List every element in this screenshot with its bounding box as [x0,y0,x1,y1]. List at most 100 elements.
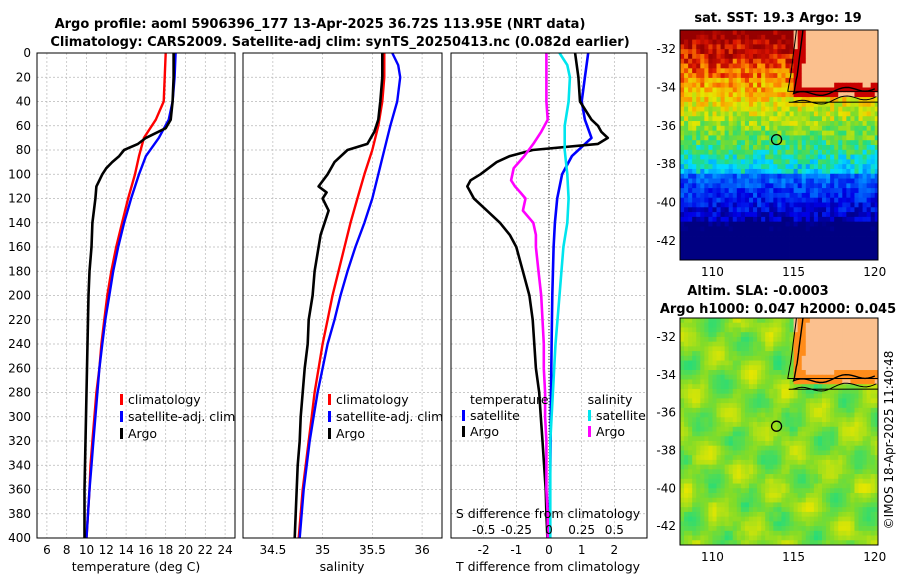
sst-map-cell [753,207,758,213]
sla-map-cell [870,540,876,545]
sst-map-cell [765,216,770,223]
sla-map-cell [761,341,766,347]
sst-map-cell [708,212,713,218]
sla-map-cell [748,417,754,423]
sla-map-cell [748,374,754,380]
sst-map-cell [757,82,762,88]
sst-map-cell [748,154,754,160]
sst-map-cell [712,192,717,199]
sla-map-cell [757,351,762,357]
sla-map-cell [850,459,855,466]
sst-map-cell [740,188,746,194]
sst-map-cell [874,183,878,189]
sst-map-cell [809,197,815,203]
sla-map-cell [777,459,782,466]
sst-map-cell [793,39,799,45]
sla-map-cell [684,403,689,409]
sla-map-cells [680,318,878,545]
sst-map-cell [842,231,847,237]
sla-map-cell [838,398,843,404]
sla-map-cell [704,407,709,413]
sla-map-cell [813,483,819,489]
sla-map-cell [830,374,835,380]
sst-map-cell [797,236,803,242]
sla-map-cell [801,492,807,499]
sst-map-frame [679,29,879,261]
sst-map-cell [720,30,726,36]
sst-map-cell [850,53,855,60]
sst-map-cell [797,226,803,232]
sst-map-cell [850,236,855,242]
sla-map-cell [854,436,859,442]
sla-map-cell [765,464,770,470]
sla-map-cell [732,370,738,376]
sla-map-cell [712,417,717,423]
sla-map-cell [797,469,803,475]
sst-map-cell [813,116,819,122]
sst-map-cell [684,34,689,40]
sst-map-cell [720,106,726,112]
sla-map-cell [846,445,851,451]
sst-map-cell [850,173,855,179]
sst-map-cell [801,53,807,60]
sla-map-cell [817,440,823,447]
sla-map-cell [773,322,778,328]
map-y-tick-label: -32 [656,330,676,344]
sla-map-cell [793,422,799,428]
sst-map-cell [736,173,742,179]
sla-map-cell [740,478,746,484]
sst-map-cell [785,121,790,127]
sst-map-cell [684,240,689,247]
sla-map-cell [809,540,815,545]
sst-map-cell [736,255,742,260]
sst-map-cell [724,82,730,88]
sla-map-cell [809,436,815,442]
sst-map-cell [834,192,839,199]
sla-map-cell [740,530,746,536]
sla-map-cell [744,332,750,338]
sst-map-cell [700,154,705,160]
sst-map-cell [769,192,774,199]
sst-map-cell [817,77,823,84]
sla-map-cell [696,469,701,475]
sla-map-cell [740,445,746,451]
sst-map-cell [720,240,726,247]
sla-map-cell [708,497,713,503]
sla-map-cell [846,530,851,536]
sst-map-cell [781,255,786,260]
sla-map-cell [724,440,730,447]
sla-map-cell [862,455,868,461]
sst-map-cell [866,92,872,98]
sst-map-cell [830,73,835,79]
sst-map-cell [834,39,839,45]
sst-map-cell [732,44,738,50]
sla-map-cell [830,398,835,404]
sst-map-cell [850,188,855,194]
sla-map-cell [688,526,693,532]
sla-map-cell [826,459,831,466]
sla-map-cell [724,384,730,390]
sst-map-cell [712,34,717,40]
sla-map-cell [822,351,827,357]
sla-map-cell [700,483,705,489]
sst-map-cell [748,216,754,223]
sst-map-cell [696,168,701,175]
sla-map-cell [826,355,831,361]
sla-map-cell [870,403,876,409]
sla-map-cell [688,469,693,475]
sst-map-cell [765,212,770,218]
sst-map-cell [700,183,705,189]
sla-map-cell [781,365,786,371]
sla-map-cell [696,318,701,324]
sla-map-cell [805,374,811,380]
sla-map-cell [700,440,705,447]
sla-map-cell [753,459,758,466]
sst-map-cell [866,240,872,247]
sst-map-cell [830,164,835,170]
sst-map-cell [785,145,790,151]
sst-map-cell [688,125,693,132]
sla-map-cell [866,379,872,385]
sla-map-cell [704,483,709,489]
sla-map-cell [805,407,811,413]
sst-map-cell [761,212,766,218]
